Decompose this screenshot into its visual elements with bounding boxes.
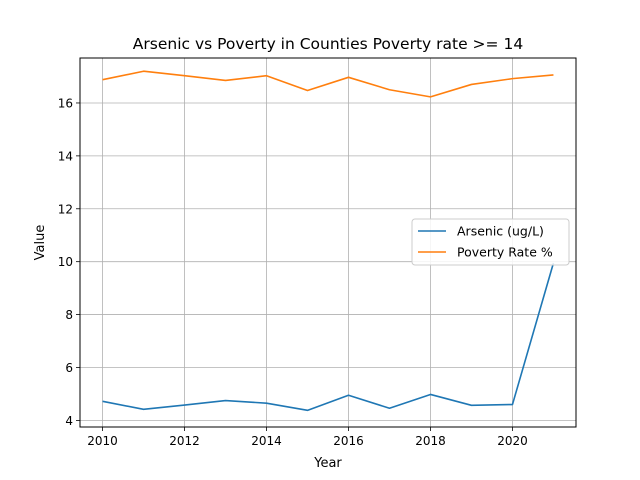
legend-label: Arsenic (ug/L) [457, 224, 544, 239]
plot-frame [79, 57, 577, 428]
y-tick-label: 10 [58, 255, 73, 269]
legend-box [411, 218, 570, 266]
chart-title: Arsenic vs Poverty in Counties Poverty r… [133, 35, 523, 53]
x-tick-label: 2014 [251, 434, 282, 448]
y-tick-label: 14 [58, 149, 73, 163]
x-tick-label: 2016 [333, 434, 364, 448]
y-axis-label: Value [33, 225, 48, 261]
x-tick-label: 2018 [415, 434, 446, 448]
x-tick-label: 2010 [87, 434, 118, 448]
x-axis-ticks: 2010 2012 2014 2016 2018 2020 [87, 427, 528, 448]
series-lines [102, 70, 555, 412]
y-tick-label: 8 [65, 308, 73, 322]
x-tick-label: 2012 [169, 434, 200, 448]
series-line-0 [102, 262, 555, 412]
legend-label: Poverty Rate % [457, 245, 553, 260]
x-axis-label: Year [313, 456, 342, 471]
legend: Arsenic (ug/L) Poverty Rate % [411, 218, 570, 266]
y-tick-label: 12 [58, 202, 73, 216]
y-tick-label: 16 [58, 96, 73, 110]
y-tick-label: 4 [65, 414, 73, 428]
x-tick-label: 2020 [497, 434, 528, 448]
y-axis-ticks: 4 6 8 10 12 14 16 [58, 96, 80, 428]
series-line-1 [102, 70, 554, 98]
y-tick-label: 6 [65, 361, 73, 375]
